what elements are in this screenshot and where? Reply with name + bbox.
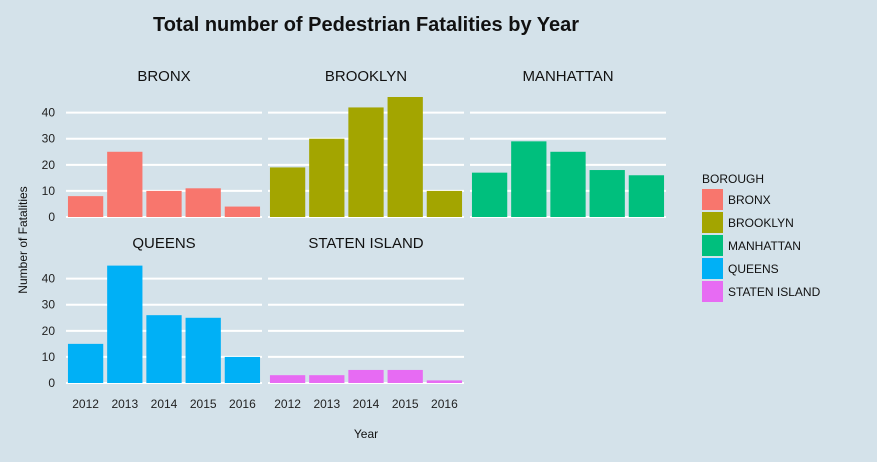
x-tick-label: 2012: [274, 397, 301, 411]
facet-strip-label: BROOKLYN: [325, 68, 407, 85]
facet-queens: QUEENS: [66, 235, 262, 384]
bar: [348, 369, 384, 383]
y-tick-label: 20: [42, 324, 56, 338]
y-tick-label: 10: [42, 184, 56, 198]
bar: [309, 138, 345, 217]
bar: [589, 170, 625, 217]
bar: [107, 265, 143, 383]
facet-manhattan: MANHATTAN: [470, 68, 666, 218]
bar: [146, 315, 182, 383]
legend-title: BOROUGH: [702, 172, 764, 186]
legend-label: BRONX: [728, 193, 771, 207]
legend-label: BROOKLYN: [728, 216, 794, 230]
x-tick-label: 2014: [353, 397, 380, 411]
facet-strip-label: STATEN ISLAND: [308, 235, 423, 252]
bar: [387, 369, 423, 383]
y-tick-label: 30: [42, 298, 56, 312]
bar: [426, 190, 463, 217]
y-tick-label: 0: [48, 376, 55, 390]
facets: 0 10 20 30 40 0 10 20 30 40 2012 2013 2014 2015 2016 20…: [42, 68, 666, 411]
facet-bronx: BRONX: [66, 68, 262, 218]
bar: [107, 151, 143, 217]
x-tick-label: 2015: [392, 397, 419, 411]
bar: [628, 175, 665, 217]
bar: [511, 141, 547, 217]
legend-swatch: [702, 258, 723, 279]
legend-swatch: [702, 235, 723, 256]
legend-label: MANHATTAN: [728, 239, 801, 253]
y-tick-label: 0: [48, 210, 55, 224]
legend: BRONX BROOKLYN MANHATTAN QUEENS STATEN ISLAN…: [702, 189, 821, 302]
x-tick-label: 2016: [229, 397, 256, 411]
y-tick-label: 20: [42, 158, 56, 172]
y-tick-label: 30: [42, 132, 56, 146]
x-axis-label: Year: [354, 427, 378, 441]
bar: [309, 375, 345, 383]
facet-brooklyn: BROOKLYN: [268, 68, 464, 218]
legend-swatch: [702, 212, 723, 233]
bar: [185, 188, 221, 217]
x-tick-label: 2013: [313, 397, 340, 411]
x-tick-label: 2015: [190, 397, 217, 411]
y-tick-label: 40: [42, 272, 56, 286]
x-tick-label: 2013: [111, 397, 138, 411]
y-tick-label: 40: [42, 106, 56, 120]
facet-strip-label: BRONX: [137, 68, 190, 85]
chart-title: Total number of Pedestrian Fatalities by…: [153, 14, 579, 36]
bar: [67, 196, 104, 217]
bar: [224, 356, 261, 383]
bar: [67, 343, 104, 383]
x-tick-label: 2012: [72, 397, 99, 411]
y-tick-label: 10: [42, 350, 56, 364]
facet-strip-label: MANHATTAN: [522, 68, 613, 85]
y-axis-label: Number of Fatalities: [16, 186, 30, 293]
legend-label: QUEENS: [728, 262, 779, 276]
bar: [269, 167, 306, 217]
bar: [426, 380, 463, 383]
facet-strip-label: QUEENS: [132, 235, 195, 252]
bar: [471, 172, 508, 217]
legend-swatch: [702, 281, 723, 302]
bar: [348, 107, 384, 217]
legend-swatch: [702, 189, 723, 210]
bar: [387, 97, 423, 217]
x-tick-label: 2014: [151, 397, 178, 411]
bar: [550, 151, 586, 217]
bar: [224, 206, 261, 217]
bar: [269, 375, 306, 383]
legend-label: STATEN ISLAND: [728, 285, 821, 299]
bar: [185, 317, 221, 383]
x-tick-label: 2016: [431, 397, 458, 411]
bar: [146, 190, 182, 217]
facet-staten-island: STATEN ISLAND: [268, 235, 464, 384]
